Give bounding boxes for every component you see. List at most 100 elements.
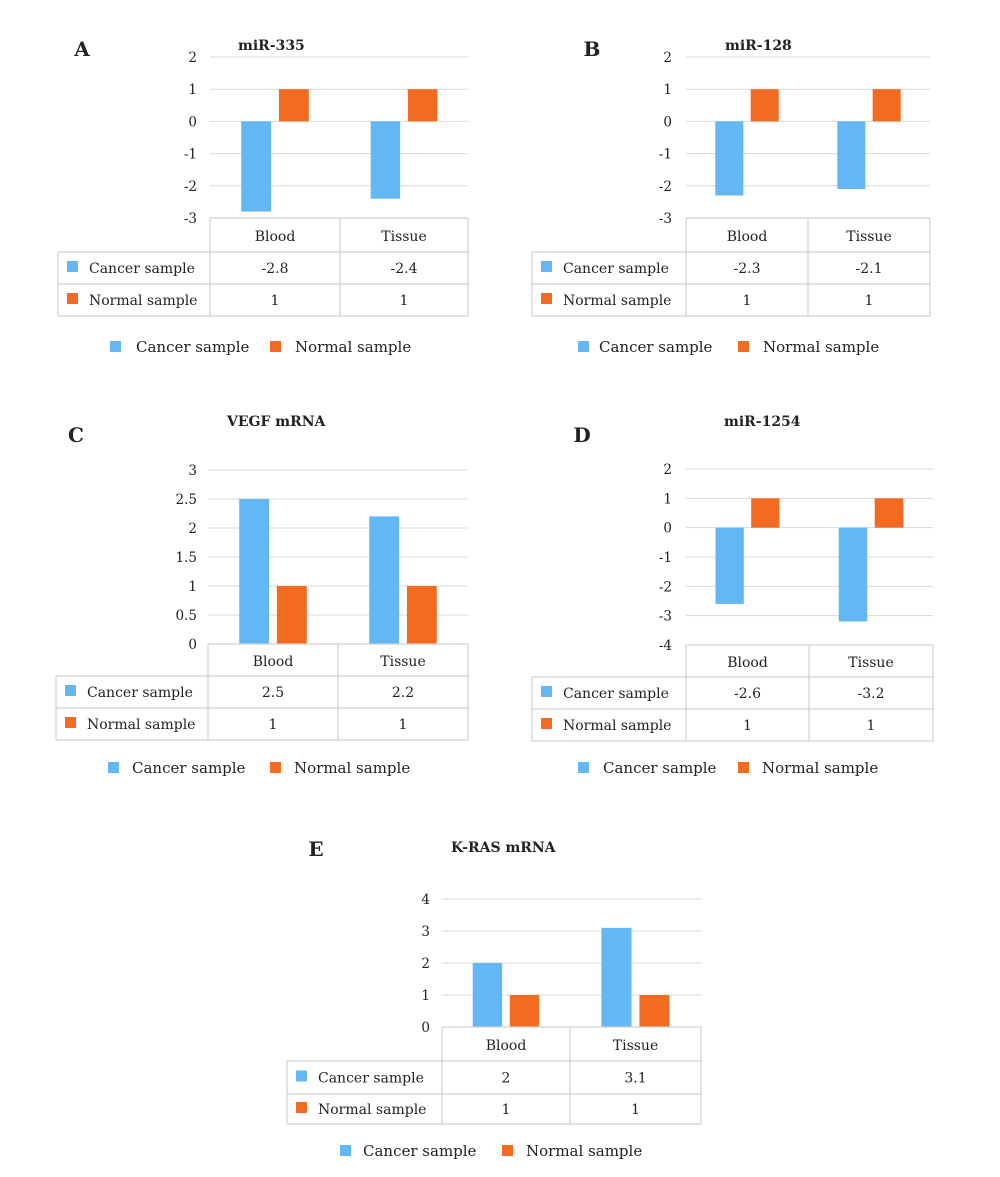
bar-normal-blood — [276, 586, 307, 644]
legend-swatch-normal — [738, 762, 749, 773]
table-row-label: Cancer sample — [563, 686, 669, 702]
panel-letter: E — [308, 837, 323, 861]
table-row-label: Normal sample — [563, 293, 671, 309]
table-swatch-cancer — [296, 1070, 307, 1082]
table-header-blood: Blood — [253, 654, 294, 670]
y-tick-label: -2 — [184, 179, 197, 195]
y-tick-label: 2 — [421, 956, 430, 972]
table-swatch-normal — [541, 718, 552, 729]
table-cell-value: 1 — [269, 717, 278, 733]
table-swatch-normal — [65, 717, 76, 728]
chart-title: miR-1254 — [724, 414, 801, 430]
legend-swatch-cancer — [578, 762, 589, 773]
legend-label: Normal sample — [294, 759, 410, 777]
legend-swatch-cancer — [578, 341, 589, 352]
legend-swatch-cancer — [110, 341, 121, 352]
table-cell-value: 1 — [631, 1102, 640, 1118]
y-tick-label: 1 — [421, 988, 430, 1004]
legend-label: Normal sample — [762, 759, 878, 777]
y-tick-label: -2 — [659, 179, 672, 195]
y-tick-label: 2 — [663, 50, 672, 66]
table-cell-value: 1 — [502, 1102, 511, 1118]
table-cell-value: 2.2 — [392, 685, 414, 701]
table-row-label: Normal sample — [318, 1102, 426, 1118]
table-row-label: Cancer sample — [87, 685, 193, 701]
table-cell-value: 1 — [271, 293, 280, 309]
table-cell-value: 1 — [400, 293, 409, 309]
table-header-tissue: Tissue — [613, 1038, 659, 1054]
legend-label: Normal sample — [526, 1142, 642, 1160]
bar-cancer-blood — [472, 963, 503, 1027]
bar-normal-blood — [278, 89, 309, 122]
legend-label: Cancer sample — [363, 1142, 477, 1160]
y-tick-label: 1.5 — [176, 550, 197, 566]
table-cell-value: 2.5 — [262, 685, 284, 701]
table-row-label: Cancer sample — [563, 261, 669, 277]
legend-label: Normal sample — [763, 338, 879, 356]
table-cell-value: 1 — [399, 717, 408, 733]
y-tick-label: 0.5 — [176, 608, 197, 624]
y-tick-label: -2 — [659, 579, 672, 595]
table-header-blood: Blood — [727, 655, 768, 671]
y-tick-label: -1 — [184, 147, 197, 163]
table-row-label: Normal sample — [89, 293, 197, 309]
table-row-label: Normal sample — [563, 718, 671, 734]
y-tick-label: 2 — [188, 521, 197, 537]
bar-normal-blood — [750, 89, 779, 122]
table-cell-value: -2.3 — [734, 261, 761, 277]
bar-cancer-blood — [241, 121, 272, 212]
table-cell-value: -2.8 — [262, 261, 289, 277]
y-tick-label: 0 — [663, 521, 672, 537]
table-swatch-cancer — [67, 261, 78, 272]
legend-label: Normal sample — [295, 338, 411, 356]
table-swatch-cancer — [541, 686, 552, 697]
table-header-blood: Blood — [727, 229, 768, 245]
table-header-blood: Blood — [255, 229, 296, 245]
table-header-tissue: Tissue — [380, 654, 426, 670]
panel-letter: C — [68, 423, 84, 447]
bar-cancer-tissue — [370, 121, 401, 199]
table-header-tissue: Tissue — [846, 229, 892, 245]
table-swatch-normal — [541, 293, 552, 304]
y-tick-label: 1 — [663, 491, 672, 507]
table-cell-value: 2 — [502, 1071, 511, 1087]
table-cell-value: 1 — [865, 293, 874, 309]
chart-title: miR-335 — [238, 38, 305, 54]
y-tick-label: 0 — [421, 1020, 430, 1036]
y-tick-label: -3 — [659, 211, 672, 227]
y-tick-label: 1 — [188, 579, 197, 595]
chart-panel-e: E K-RAS mRNA 4 3 2 1 0 Blood Tissue Cancer sample… — [286, 837, 702, 1160]
legend-label: Cancer sample — [599, 338, 713, 356]
chart-title: miR-128 — [725, 38, 792, 54]
chart-title: VEGF mRNA — [226, 414, 327, 430]
table-cell-value: 1 — [743, 718, 752, 734]
table-cell-value: -2.6 — [734, 686, 761, 702]
table-header-tissue: Tissue — [848, 655, 894, 671]
bar-normal-tissue — [874, 498, 904, 528]
y-tick-label: 1 — [663, 82, 672, 98]
table-swatch-cancer — [541, 261, 552, 272]
y-tick-label: -4 — [659, 638, 672, 654]
table-swatch-normal — [67, 293, 78, 304]
table-row-label: Cancer sample — [318, 1071, 424, 1087]
legend-swatch-normal — [270, 762, 281, 773]
y-tick-label: 1 — [188, 82, 197, 98]
y-tick-label: 2 — [188, 50, 197, 66]
table-cell-value: -2.1 — [856, 261, 883, 277]
bar-normal-blood — [751, 498, 780, 528]
table-header-tissue: Tissue — [381, 229, 427, 245]
y-tick-label: 0 — [188, 114, 197, 130]
y-tick-label: 4 — [421, 892, 430, 908]
bar-normal-tissue — [872, 89, 901, 122]
table-row-label: Normal sample — [87, 717, 195, 733]
y-tick-label: -1 — [659, 550, 672, 566]
legend-label: Cancer sample — [136, 338, 250, 356]
table-cell-value: 1 — [743, 293, 752, 309]
y-tick-label: 3 — [421, 924, 430, 940]
table-swatch-normal — [296, 1102, 307, 1113]
table-swatch-cancer — [65, 685, 76, 696]
bar-cancer-blood — [715, 121, 744, 196]
